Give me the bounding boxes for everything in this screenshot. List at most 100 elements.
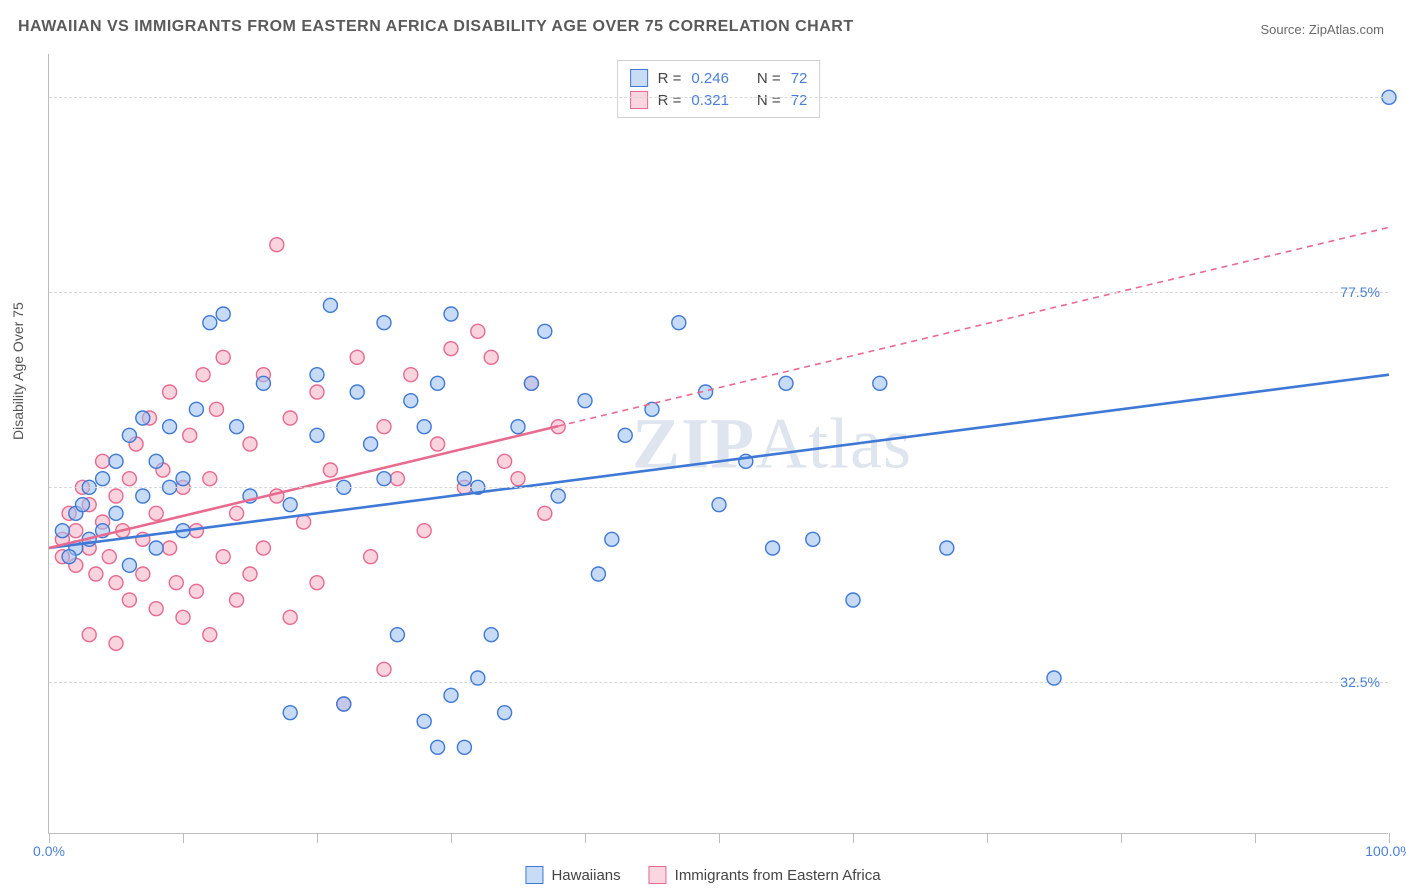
n-value: 72: [791, 92, 808, 109]
trend-line: [49, 375, 1389, 548]
scatter-point: [55, 524, 69, 538]
scatter-point: [109, 576, 123, 590]
scatter-point: [196, 368, 210, 382]
scatter-point: [109, 454, 123, 468]
r-value: 0.246: [691, 70, 729, 87]
scatter-point: [457, 472, 471, 486]
legend-swatch: [525, 866, 543, 884]
scatter-point: [484, 350, 498, 364]
scatter-point: [766, 541, 780, 555]
scatter-point: [377, 316, 391, 330]
scatter-point: [417, 714, 431, 728]
scatter-point: [283, 498, 297, 512]
scatter-point: [230, 506, 244, 520]
scatter-point: [102, 550, 116, 564]
scatter-point: [444, 342, 458, 356]
scatter-point: [69, 524, 83, 538]
scatter-point: [511, 420, 525, 434]
scatter-point: [76, 498, 90, 512]
scatter-point: [230, 593, 244, 607]
x-tick: [451, 833, 452, 843]
scatter-point: [417, 524, 431, 538]
n-value: 72: [791, 70, 808, 87]
scatter-point: [377, 472, 391, 486]
scatter-point: [364, 437, 378, 451]
legend-label: Hawaiians: [551, 867, 620, 884]
r-label: R =: [658, 70, 682, 87]
x-tick: [585, 833, 586, 843]
scatter-point: [444, 688, 458, 702]
scatter-point: [350, 385, 364, 399]
scatter-point: [216, 550, 230, 564]
n-label: N =: [757, 92, 781, 109]
scatter-point: [431, 740, 445, 754]
scatter-point: [404, 368, 418, 382]
scatter-point: [551, 489, 565, 503]
plot-area: ZIPAtlas R = 0.246 N = 72 R = 0.321 N = …: [48, 54, 1388, 834]
x-tick: [1255, 833, 1256, 843]
scatter-point: [377, 662, 391, 676]
x-tick-label: 100.0%: [1365, 843, 1406, 859]
scatter-point: [471, 324, 485, 338]
scatter-point: [712, 498, 726, 512]
scatter-point: [350, 350, 364, 364]
scatter-point: [578, 394, 592, 408]
y-axis-label: Disability Age Over 75: [10, 302, 26, 440]
chart-title: HAWAIIAN VS IMMIGRANTS FROM EASTERN AFRI…: [18, 18, 854, 36]
scatter-point: [283, 411, 297, 425]
legend-label: Immigrants from Eastern Africa: [675, 867, 881, 884]
x-tick: [317, 833, 318, 843]
n-label: N =: [757, 70, 781, 87]
scatter-point: [511, 472, 525, 486]
scatter-point: [591, 567, 605, 581]
scatter-point: [377, 420, 391, 434]
scatter-point: [283, 610, 297, 624]
scatter-point: [149, 454, 163, 468]
scatter-point: [163, 541, 177, 555]
scatter-point: [618, 428, 632, 442]
scatter-point: [82, 628, 96, 642]
scatter-point: [176, 610, 190, 624]
scatter-point: [96, 472, 110, 486]
legend-row: R = 0.246 N = 72: [630, 67, 808, 89]
gridline: [49, 682, 1388, 683]
scatter-point: [256, 541, 270, 555]
scatter-point: [149, 506, 163, 520]
x-tick-label: 0.0%: [33, 843, 65, 859]
scatter-point: [203, 472, 217, 486]
scatter-point: [431, 376, 445, 390]
scatter-point: [176, 472, 190, 486]
scatter-point: [216, 307, 230, 321]
scatter-point: [89, 567, 103, 581]
scatter-point: [230, 420, 244, 434]
x-tick: [719, 833, 720, 843]
scatter-point: [210, 402, 224, 416]
scatter-point: [109, 489, 123, 503]
scatter-point: [940, 541, 954, 555]
legend-swatch: [630, 69, 648, 87]
scatter-point: [122, 472, 136, 486]
scatter-point: [189, 584, 203, 598]
scatter-point: [96, 454, 110, 468]
scatter-point: [364, 550, 378, 564]
scatter-point: [169, 576, 183, 590]
scatter-point: [444, 307, 458, 321]
scatter-point: [183, 428, 197, 442]
scatter-point: [62, 550, 76, 564]
x-tick: [49, 833, 50, 843]
scatter-point: [163, 420, 177, 434]
scatter-point: [390, 472, 404, 486]
scatter-point: [136, 567, 150, 581]
scatter-point: [605, 532, 619, 546]
scatter-point: [672, 316, 686, 330]
scatter-point: [431, 437, 445, 451]
scatter-point: [283, 706, 297, 720]
scatter-point: [149, 602, 163, 616]
legend-swatch: [630, 91, 648, 109]
scatter-point: [337, 697, 351, 711]
scatter-point: [538, 506, 552, 520]
y-tick-label: 32.5%: [1340, 674, 1380, 690]
scatter-point: [163, 385, 177, 399]
scatter-point: [310, 385, 324, 399]
scatter-point: [122, 428, 136, 442]
